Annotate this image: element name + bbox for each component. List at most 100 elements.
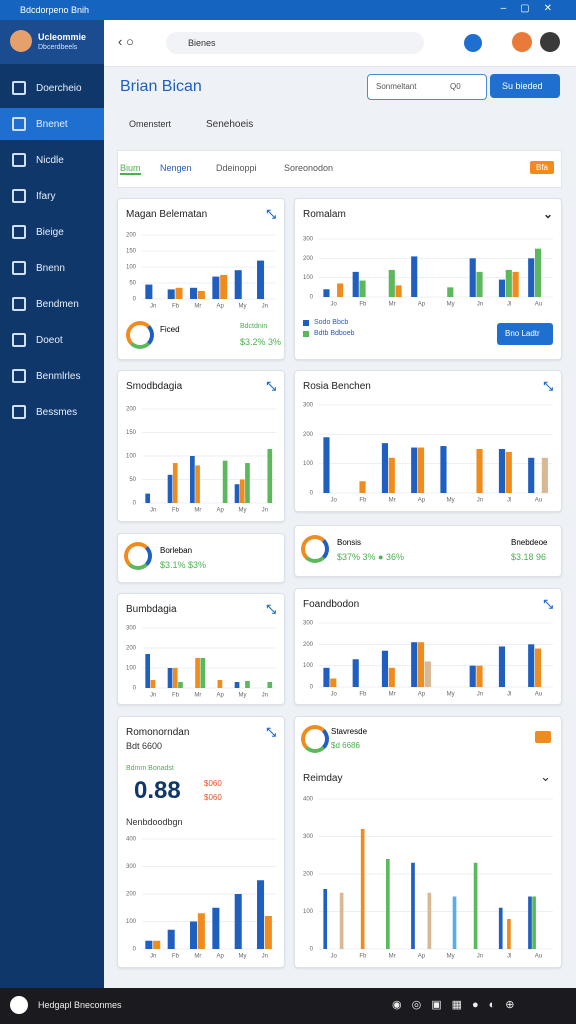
primary-button[interactable]: Su bieded bbox=[490, 74, 560, 98]
start-button[interactable] bbox=[10, 996, 28, 1014]
x-tick-label: Jn bbox=[262, 304, 268, 310]
y-tick-label: 300 bbox=[303, 403, 314, 409]
card-title: Borleban bbox=[160, 546, 193, 555]
y-tick-label: 300 bbox=[303, 834, 314, 840]
sidebar-item[interactable]: Ifary bbox=[0, 180, 104, 212]
window-controls[interactable]: –▢✕ bbox=[500, 3, 566, 14]
bar bbox=[245, 681, 250, 688]
sidebar-label: Ifary bbox=[36, 190, 56, 202]
search-box[interactable]: Sonmeltant Q0 bbox=[367, 74, 487, 100]
bar bbox=[534, 248, 542, 297]
card: Smodbdagia ⤡ 0 50 100 150 200 Jn Fb Mr Ap My Jn bbox=[117, 370, 285, 522]
user-avatar[interactable] bbox=[512, 32, 532, 52]
sidebar-icon bbox=[12, 225, 26, 239]
sidebar-item[interactable]: Bendmen bbox=[0, 288, 104, 320]
x-tick-label: My bbox=[239, 304, 247, 310]
expand[interactable]: ⤡ bbox=[266, 602, 276, 616]
card: Bonsis $37% 3% ● 36% Bnebdeoe $3.18 96 bbox=[294, 525, 562, 577]
expand[interactable]: ⤡ bbox=[266, 379, 276, 393]
bar bbox=[195, 658, 200, 688]
account-icon[interactable] bbox=[464, 34, 482, 52]
bar bbox=[197, 291, 205, 299]
sidebar-label: Bessmes bbox=[36, 406, 78, 418]
tab[interactable]: Omenstert bbox=[117, 112, 193, 136]
filter[interactable]: Ddeinoppi bbox=[216, 163, 257, 173]
y-tick-label: 0 bbox=[133, 947, 137, 953]
badge-icon[interactable] bbox=[535, 731, 551, 743]
card: Borleban $3.1% $3% bbox=[117, 533, 285, 583]
sidebar-icon bbox=[12, 117, 26, 131]
filter-badge[interactable]: Bfa bbox=[530, 161, 555, 174]
y-tick-label: 150 bbox=[126, 249, 137, 255]
sidebar-item[interactable]: Bessmes bbox=[0, 396, 104, 428]
sidebar-label: Bnenn bbox=[36, 262, 65, 274]
filter[interactable]: Soreonodon bbox=[284, 163, 334, 173]
bar bbox=[323, 437, 330, 493]
expand[interactable]: ⤡ bbox=[543, 597, 553, 611]
sidebar-item[interactable]: Doercheio bbox=[0, 72, 104, 104]
legend-swatch bbox=[303, 319, 309, 326]
stat-value: $37% 3% ● 36% bbox=[337, 552, 404, 562]
button[interactable]: Bno Ladtr bbox=[497, 323, 553, 345]
bar bbox=[352, 271, 359, 297]
y-tick-label: 200 bbox=[126, 407, 137, 413]
bar bbox=[178, 682, 183, 688]
bar bbox=[222, 460, 228, 503]
sidebar-item[interactable]: Doeot bbox=[0, 324, 104, 356]
sidebar-item[interactable]: Bieige bbox=[0, 216, 104, 248]
legend-label: Sodo Bbcb bbox=[314, 319, 349, 326]
bar bbox=[411, 642, 418, 687]
y-tick-label: 300 bbox=[303, 237, 314, 243]
sidebar-item[interactable]: Benmlrles bbox=[0, 360, 104, 392]
bar bbox=[381, 650, 389, 687]
sidebar-label: Doercheio bbox=[36, 82, 82, 94]
card: Stavresde $d 6686 Reimday ⌄ 0 100 200 300 40… bbox=[294, 716, 562, 968]
bar bbox=[234, 682, 240, 688]
bar bbox=[411, 447, 418, 493]
big-label: Bdmm Bonadst bbox=[126, 765, 174, 772]
expand[interactable]: ⤡ bbox=[543, 379, 553, 393]
y-tick-label: 0 bbox=[133, 686, 137, 692]
page-title: Brian Bican bbox=[120, 78, 202, 95]
card: Romalam ⌄ 0 100 200 300 Jo Fb Mr Ap My Jn Jl Au Sodo… bbox=[294, 198, 562, 360]
tray-icons[interactable]: ◉◎▣▦●◐⊕ bbox=[392, 999, 525, 1011]
sidebar-item[interactable]: Bnenet bbox=[0, 108, 104, 140]
y-tick-label: 0 bbox=[133, 501, 137, 507]
bar bbox=[212, 907, 220, 949]
filter[interactable]: Bium bbox=[120, 163, 141, 175]
expand[interactable]: ⤡ bbox=[266, 725, 276, 739]
x-tick-label: Ap bbox=[216, 954, 224, 960]
bar bbox=[440, 446, 447, 493]
x-tick-label: Ap bbox=[418, 302, 426, 308]
y-tick-label: 50 bbox=[129, 477, 136, 483]
user-avatar[interactable] bbox=[540, 32, 560, 52]
y-tick-label: 100 bbox=[126, 265, 137, 271]
x-tick-label: Mr bbox=[194, 954, 201, 960]
bar bbox=[212, 276, 220, 299]
x-tick-label: Fb bbox=[359, 302, 367, 308]
bar bbox=[532, 896, 536, 949]
card-title: Romonorndan bbox=[126, 727, 190, 738]
address-bar[interactable]: Bienes bbox=[166, 32, 424, 54]
bar bbox=[417, 447, 425, 493]
chart: 0 100 200 300 Jo Fb Mr Ap My Jn Jl Au bbox=[303, 621, 553, 698]
back-button[interactable]: ‹ ○ bbox=[118, 34, 134, 49]
bar bbox=[145, 284, 153, 299]
sidebar-item[interactable]: Nicdle bbox=[0, 144, 104, 176]
x-tick-label: Ap bbox=[216, 693, 224, 699]
x-tick-label: Ap bbox=[216, 508, 224, 514]
tab[interactable]: Senehoeis bbox=[206, 119, 254, 130]
y-tick-label: 100 bbox=[303, 663, 314, 669]
sidebar-item[interactable]: Bnenn bbox=[0, 252, 104, 284]
collapse[interactable]: ⌄ bbox=[542, 207, 553, 221]
filter[interactable]: Nengen bbox=[160, 163, 192, 173]
bar bbox=[257, 880, 265, 949]
stat-value: $3.1% $3% bbox=[160, 560, 207, 570]
bar bbox=[323, 289, 330, 297]
stat-label: Ficed bbox=[160, 325, 180, 334]
chart-title: Nenbdoodbgn bbox=[126, 817, 183, 827]
chart: 0 50 100 150 200 Jn Fb Mr Ap My Jn bbox=[126, 233, 276, 310]
collapse[interactable]: ⌄ bbox=[540, 769, 551, 784]
expand[interactable]: ⤡ bbox=[266, 207, 276, 221]
x-tick-label: Au bbox=[535, 692, 542, 698]
